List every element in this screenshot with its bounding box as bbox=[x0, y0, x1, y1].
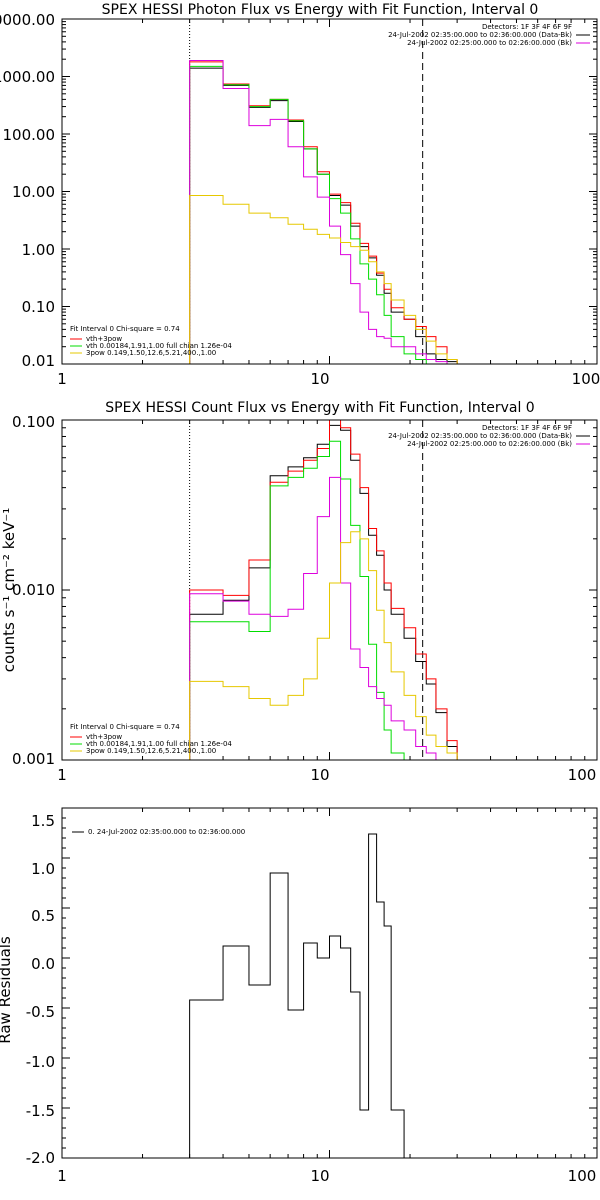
legend-line: Fit Interval 0 Chi-square = 0.74 bbox=[70, 325, 180, 333]
y-tick-label: 1.0 bbox=[31, 860, 55, 878]
header-line: 24-Jul-2002 02:25:00.000 to 02:26:00.000… bbox=[407, 440, 572, 448]
x-tick-labels: 1 10 100 bbox=[57, 370, 600, 388]
y-tick-label: 100.00 bbox=[3, 126, 56, 144]
series-black-step-line bbox=[189, 833, 427, 1159]
y-tick-label: -0.5 bbox=[26, 1003, 55, 1021]
residual-legend: 0. 24-Jul-2002 02:35:00.000 to 02:36:00.… bbox=[72, 828, 245, 836]
x-tick-label: 100 bbox=[568, 1167, 597, 1185]
y-tick-label: 10.00 bbox=[12, 183, 55, 201]
detector-header: Detectors: 1F 3F 4F 6F 9F 24-Jul-2002 02… bbox=[388, 424, 590, 448]
x-tick-labels: 1 10 100 bbox=[57, 766, 596, 784]
x-tick-label: 100 bbox=[568, 766, 597, 784]
series-magenta-step-line bbox=[189, 476, 458, 761]
y-tick-label: 0.5 bbox=[31, 907, 55, 925]
legend-line: vth 0.00184,1.91,1.00 full chian 1.26e-0… bbox=[86, 740, 232, 748]
header-line: 24-Jul-2002 02:25:00.000 to 02:26:00.000… bbox=[407, 39, 572, 47]
y-tick-label: 1.00 bbox=[22, 241, 55, 259]
x-tick-label: 10 bbox=[310, 766, 329, 784]
y-tick-label: 0.01 bbox=[22, 352, 55, 370]
residuals-panel: Raw Residuals 1.5 1.0 0.5 0.0 -0.5 -1.0 … bbox=[0, 807, 598, 1185]
chart-title: SPEX HESSI Photon Flux vs Energy with Fi… bbox=[102, 2, 539, 18]
y-tick-label: 1.5 bbox=[31, 812, 55, 830]
series-red-step-line bbox=[189, 419, 458, 760]
y-tick-labels: 1.5 1.0 0.5 0.0 -0.5 -1.0 -1.5 -2.0 bbox=[26, 812, 55, 1167]
series-yellow-step-line bbox=[189, 531, 458, 760]
x-tick-label: 100 bbox=[572, 370, 600, 388]
count-flux-panel: SPEX HESSI Count Flux vs Energy with Fit… bbox=[0, 400, 598, 784]
y-axis-label: Raw Residuals bbox=[0, 936, 14, 1044]
series-red-step-line bbox=[189, 61, 458, 364]
header-line: 24-Jul-2002 02:35:00.000 to 02:36:00.000… bbox=[388, 432, 572, 440]
plot-frame bbox=[61, 807, 598, 1159]
plot-frame bbox=[61, 419, 598, 761]
legend-line: 0. 24-Jul-2002 02:35:00.000 to 02:36:00.… bbox=[88, 828, 245, 836]
legend-line: 3pow 0.149,1.50,12.6,5.21,400.,1.00 bbox=[86, 747, 216, 755]
header-line: Detectors: 1F 3F 4F 6F 9F bbox=[482, 424, 572, 432]
fit-legend: Fit Interval 0 Chi-square = 0.74 vth+3po… bbox=[70, 723, 232, 755]
y-tick-labels: 0.100 0.010 0.001 bbox=[12, 413, 55, 768]
y-tick-label: 10000.00 bbox=[0, 11, 55, 29]
plot-area bbox=[61, 18, 598, 365]
legend-line: vth+3pow bbox=[86, 335, 122, 343]
series-black-step-line bbox=[189, 424, 458, 760]
y-tick-label: 0.001 bbox=[12, 750, 55, 768]
legend-line: Fit Interval 0 Chi-square = 0.74 bbox=[70, 723, 180, 731]
series-yellow-step-line bbox=[189, 195, 458, 364]
legend-line: vth 0.00184,1.91,1.00 full chian 1.26e-0… bbox=[86, 342, 232, 350]
y-tick-label: -1.5 bbox=[26, 1102, 55, 1120]
series-green-step-line bbox=[189, 65, 458, 365]
y-tick-label: -2.0 bbox=[26, 1149, 55, 1167]
chart-title: SPEX HESSI Count Flux vs Energy with Fit… bbox=[105, 400, 534, 416]
fit-legend: Fit Interval 0 Chi-square = 0.74 vth+3po… bbox=[70, 325, 232, 357]
x-tick-labels: 1 10 100 bbox=[57, 1167, 596, 1185]
detector-header: Detectors: 1F 3F 4F 6F 9F 24-Jul-2002 02… bbox=[388, 23, 590, 47]
legend-line: 3pow 0.149,1.50,12.6,5.21,400.,1.00 bbox=[86, 349, 216, 357]
series-green-step-line bbox=[189, 440, 458, 761]
plot-area bbox=[61, 419, 598, 761]
y-tick-label: 0.10 bbox=[22, 298, 55, 316]
plot-frame bbox=[61, 18, 598, 365]
y-tick-label: 0.0 bbox=[31, 955, 55, 973]
series-magenta-step-line bbox=[189, 59, 458, 365]
x-tick-label: 1 bbox=[57, 766, 67, 784]
photon-flux-panel: SPEX HESSI Photon Flux vs Energy with Fi… bbox=[0, 2, 600, 388]
y-tick-label: 0.010 bbox=[12, 581, 55, 599]
header-line: Detectors: 1F 3F 4F 6F 9F bbox=[482, 23, 572, 31]
legend-line: vth+3pow bbox=[86, 733, 122, 741]
x-tick-label: 10 bbox=[310, 1167, 329, 1185]
plot-area bbox=[61, 807, 598, 1159]
x-tick-label: 1 bbox=[57, 370, 67, 388]
header-line: 24-Jul-2002 02:35:00.000 to 02:36:00.000… bbox=[388, 31, 572, 39]
y-tick-label: 0.100 bbox=[12, 413, 55, 431]
y-tick-label: -1.0 bbox=[26, 1053, 55, 1071]
x-tick-label: 10 bbox=[310, 370, 329, 388]
series-black-step-line bbox=[189, 67, 458, 364]
x-tick-label: 1 bbox=[57, 1167, 67, 1185]
y-axis-label: counts s⁻¹ cm⁻² keV⁻¹ bbox=[0, 508, 18, 673]
